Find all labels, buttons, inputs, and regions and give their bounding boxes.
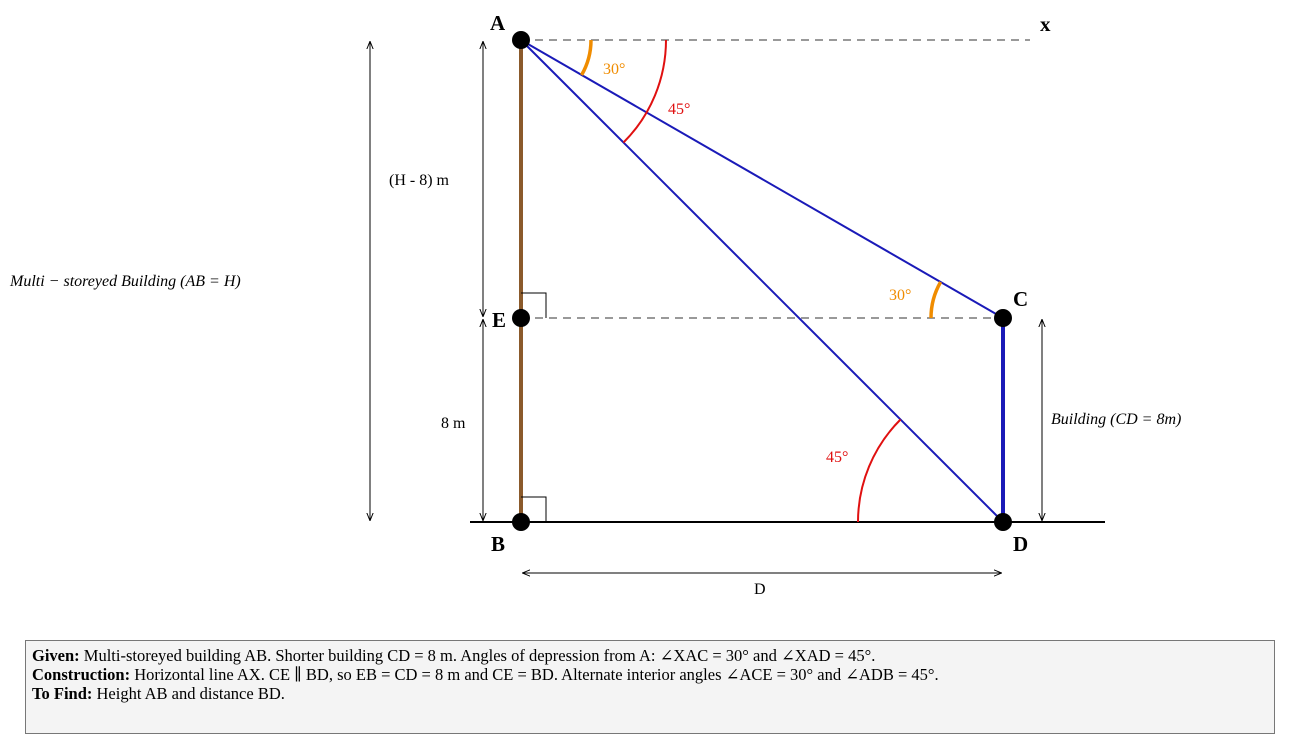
angle-arc bbox=[929, 281, 943, 319]
angle-arc bbox=[622, 39, 667, 144]
angle-label: 30° bbox=[603, 61, 625, 78]
angle-label: 45° bbox=[826, 449, 848, 466]
diagram: A B C D E x 30° 45° 30° 45° (H - 8) m 8 … bbox=[9, 11, 1181, 598]
construction: Construction: Horizontal line AX. CE ∥ B… bbox=[32, 665, 1268, 684]
point bbox=[512, 513, 530, 531]
label: Construction: bbox=[32, 665, 131, 684]
right-angle-e bbox=[521, 292, 547, 318]
point-label: x bbox=[1040, 12, 1051, 36]
dimension-label: (H - 8) m bbox=[389, 172, 450, 189]
angle-arc bbox=[580, 39, 593, 76]
label: To Find: bbox=[32, 684, 93, 703]
info-box: Given: Multi-storeyed building AB. Short… bbox=[25, 640, 1275, 734]
line-ad bbox=[520, 39, 1004, 523]
point bbox=[512, 309, 530, 327]
dimension-label: Multi − storeyed Building (AB = H) bbox=[9, 273, 241, 290]
point-label: B bbox=[491, 532, 505, 556]
point-label: C bbox=[1013, 287, 1028, 311]
geometry bbox=[370, 31, 1105, 573]
text: Horizontal line AX. CE ∥ BD, so EB = CD … bbox=[134, 665, 939, 684]
angle-arc bbox=[857, 418, 902, 523]
right-angle-b bbox=[521, 496, 547, 522]
point bbox=[512, 31, 530, 49]
given: Given: Multi-storeyed building AB. Short… bbox=[32, 646, 1268, 665]
point-label: D bbox=[1013, 532, 1028, 556]
point bbox=[994, 309, 1012, 327]
dimension-label: D bbox=[754, 581, 766, 598]
point bbox=[994, 513, 1012, 531]
dimension-label: 8 m bbox=[441, 415, 466, 432]
angle-label: 30° bbox=[889, 287, 911, 304]
line-ac bbox=[520, 39, 1004, 319]
text: Multi-storeyed building AB. Shorter buil… bbox=[83, 646, 876, 665]
angle-label: 45° bbox=[668, 101, 690, 118]
dimension-label: Building (CD = 8m) bbox=[1051, 411, 1181, 428]
label: Given: bbox=[32, 646, 80, 665]
text: Height AB and distance BD. bbox=[96, 684, 285, 703]
point-label: A bbox=[490, 11, 506, 35]
to-find: To Find: Height AB and distance BD. bbox=[32, 684, 1268, 703]
point-label: E bbox=[492, 308, 506, 332]
